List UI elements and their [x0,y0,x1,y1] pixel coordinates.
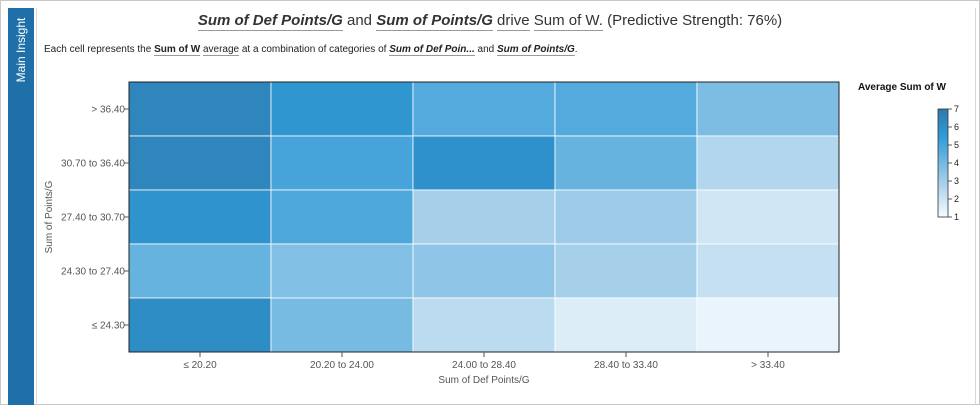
subtitle-text-1: Each cell represents the [44,44,155,55]
divider [36,8,37,405]
x-axis-title: Sum of Def Points/G [438,375,529,386]
subtitle-field-w[interactable]: Sum of W [154,44,201,56]
title-drive-link[interactable]: drive [497,12,530,31]
legend-tick-label: 3 [954,176,959,186]
subtitle-period: . [574,44,578,55]
title-text: and [342,12,377,29]
legend-color-bar [937,108,949,218]
title-field-points[interactable]: Sum of Points/G [376,12,493,31]
heatmap-cell[interactable] [696,243,840,299]
heatmap-cell[interactable] [270,297,414,353]
legend-tick-label: 6 [954,122,959,132]
y-tick-label: 27.40 to 30.70 [61,213,125,224]
legend-tick-label: 4 [954,158,959,168]
heatmap-cell[interactable] [412,297,556,353]
legend-tick-label: 1 [954,212,959,222]
legend-tick-label: 5 [954,140,959,150]
x-tick-label: 20.20 to 24.00 [310,360,374,371]
heatmap-cell[interactable] [270,189,414,245]
heatmap-cell[interactable] [412,189,556,245]
heatmap-cell[interactable] [128,81,272,137]
heatmap-cell[interactable] [696,297,840,353]
divider-right [975,8,976,405]
heatmap-cell[interactable] [554,135,698,191]
heatmap-cell[interactable] [270,135,414,191]
subtitle-text-2: at a combination of categories of [239,44,390,55]
heatmap-cell[interactable] [696,81,840,137]
subtitle-field-def-points[interactable]: Sum of Def Poin... [389,44,475,56]
heatmap-cell[interactable] [270,81,414,137]
main-insight-tab[interactable]: Main Insight [8,8,34,405]
heatmap-cell[interactable] [128,243,272,299]
insight-subtitle: Each cell represents the Sum of W averag… [44,44,578,56]
heatmap-cell[interactable] [412,135,556,191]
heatmap-cell[interactable] [128,135,272,191]
legend-tick-label: 2 [954,194,959,204]
y-tick-label: 30.70 to 36.40 [61,159,125,170]
heatmap-cell[interactable] [696,135,840,191]
subtitle-field-points[interactable]: Sum of Points/G [497,44,575,56]
y-tick-label: 24.30 to 27.40 [61,267,125,278]
x-tick-label: ≤ 20.20 [183,360,217,371]
x-tick-label: 24.00 to 28.40 [452,360,516,371]
heatmap-cell[interactable] [554,297,698,353]
heatmap-cell[interactable] [554,189,698,245]
heatmap-cell[interactable] [412,243,556,299]
legend-title: Average Sum of W [858,82,946,93]
title-field-def-points[interactable]: Sum of Def Points/G [197,12,343,31]
title-strength: (Predictive Strength: 76%) [602,12,783,29]
heatmap-cell[interactable] [270,243,414,299]
heatmap-cell[interactable] [554,243,698,299]
legend-tick-label: 7 [954,104,959,114]
y-tick-label: > 36.40 [91,105,125,116]
y-axis-title: Sum of Points/G [44,180,55,253]
heatmap-cell[interactable] [128,297,272,353]
x-tick-label: 28.40 to 33.40 [594,360,658,371]
insight-title: Sum of Def Points/G and Sum of Points/G … [40,12,940,31]
title-field-w[interactable]: Sum of W. [533,12,603,31]
x-tick-label: > 33.40 [751,360,785,371]
subtitle-average-link[interactable]: average [202,44,240,56]
y-tick-label: ≤ 24.30 [92,321,126,332]
heatmap-cell[interactable] [128,189,272,245]
heatmap-cell[interactable] [412,81,556,137]
subtitle-text-3: and [474,44,497,55]
heatmap-cell[interactable] [696,189,840,245]
heatmap-cell[interactable] [554,81,698,137]
